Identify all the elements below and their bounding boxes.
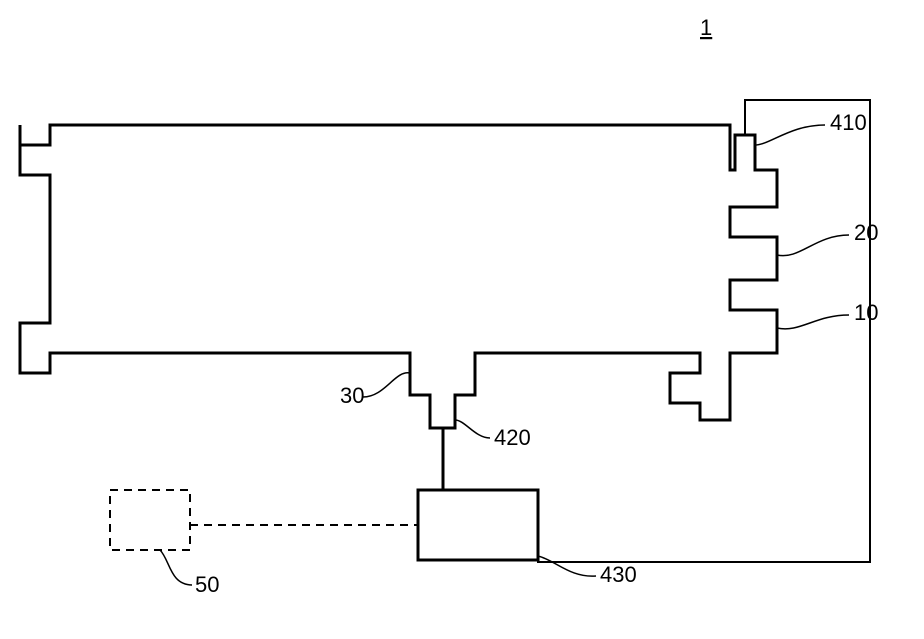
ref-10-label: 10 bbox=[854, 300, 878, 325]
ref-20-label: 20 bbox=[854, 220, 878, 245]
box-50 bbox=[110, 490, 190, 550]
title-label: 1 bbox=[700, 15, 712, 40]
ref-50-callout bbox=[160, 550, 192, 585]
ref-30-label: 30 bbox=[340, 383, 364, 408]
ref-410-label: 410 bbox=[830, 110, 867, 135]
ref-430-label: 430 bbox=[600, 562, 637, 587]
connector-410-to-430 bbox=[538, 100, 870, 562]
ref-30-callout bbox=[363, 373, 410, 397]
ref-20-callout bbox=[777, 235, 849, 256]
ref-50-label: 50 bbox=[195, 572, 219, 597]
main-body-outline bbox=[20, 125, 777, 428]
ref-420-label: 420 bbox=[494, 425, 531, 450]
box-430 bbox=[418, 490, 538, 560]
ref-410-callout bbox=[755, 125, 825, 145]
ref-430-callout bbox=[538, 556, 596, 576]
engineering-diagram: 1 410 20 10 30 420 430 50 bbox=[0, 0, 924, 639]
ref-420-callout bbox=[455, 420, 490, 438]
ref-10-callout bbox=[777, 315, 849, 329]
